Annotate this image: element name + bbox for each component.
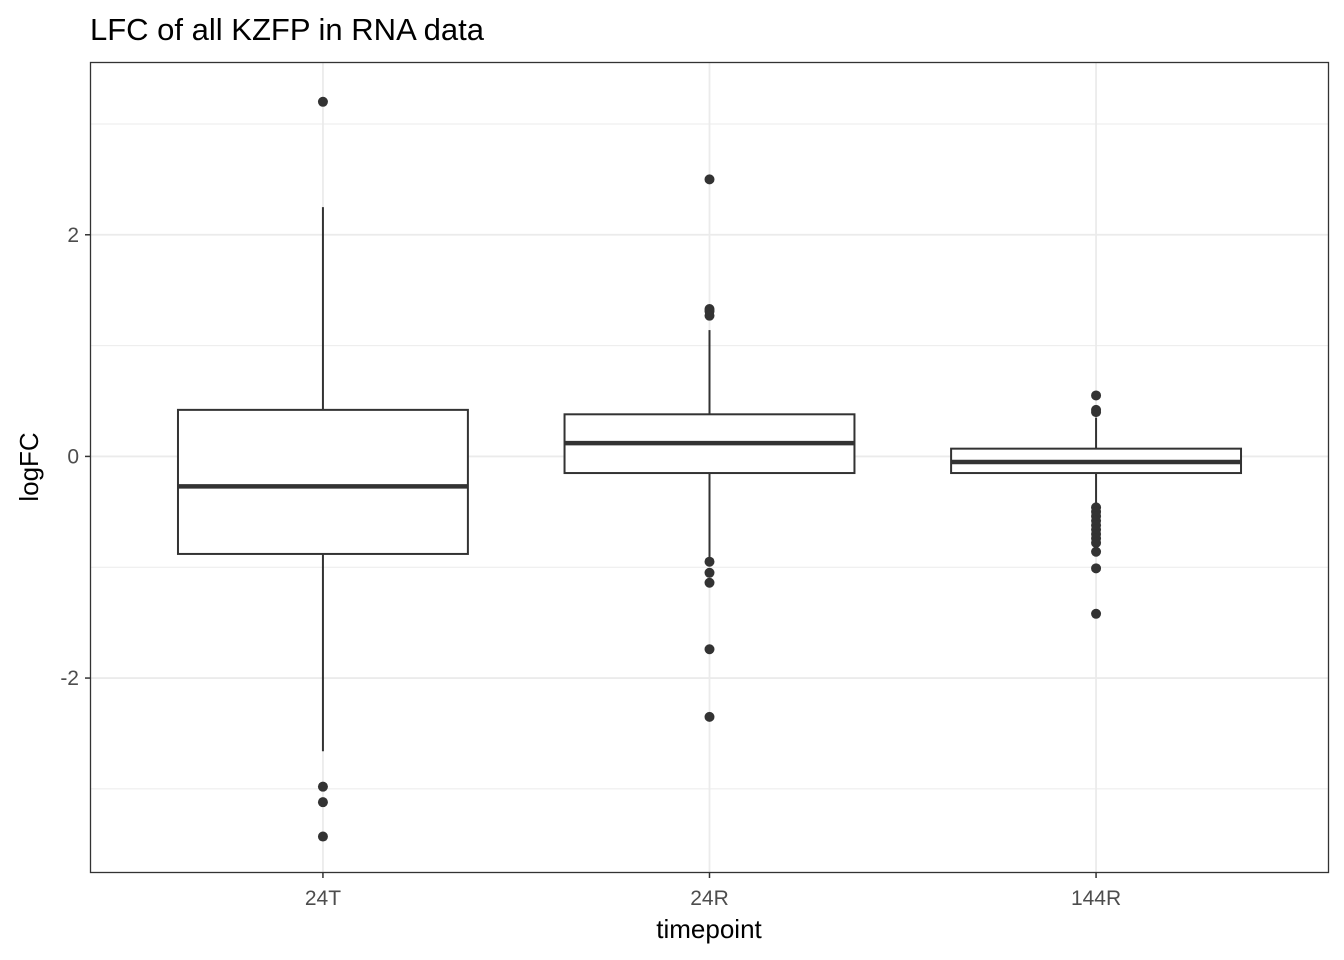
outlier-point: [704, 310, 715, 321]
box-layer: [176, 96, 1243, 842]
outlier-point: [704, 577, 715, 588]
outlier-point: [317, 781, 328, 792]
y-tick-label: -2: [60, 667, 79, 690]
x-tick-label: 24R: [690, 887, 729, 910]
x-tick-label: 24T: [305, 887, 341, 910]
box-group-24R: [563, 174, 856, 722]
x-tick-label: 144R: [1071, 887, 1121, 910]
box-group-24T: [176, 96, 469, 842]
outlier-point: [704, 567, 715, 578]
axes: -2 0 2 24T 24R 144R: [60, 224, 1121, 910]
outlier-point: [704, 174, 715, 185]
y-tick-label: 0: [67, 445, 79, 468]
outlier-point: [1091, 563, 1102, 574]
outlier-point: [1091, 537, 1102, 548]
outlier-point: [1091, 407, 1102, 418]
outlier-point: [317, 797, 328, 808]
outlier-point: [317, 96, 328, 107]
outlier-point: [317, 831, 328, 842]
outlier-point: [1091, 546, 1102, 557]
outlier-point: [704, 556, 715, 567]
box: [176, 408, 469, 555]
outlier-point: [1091, 390, 1102, 401]
chart-title: LFC of all KZFP in RNA data: [90, 12, 485, 47]
box-group-144R: [950, 390, 1243, 619]
x-axis-title: timepoint: [656, 914, 762, 944]
outlier-point: [704, 711, 715, 722]
y-tick-label: 2: [67, 224, 79, 247]
outlier-point: [1091, 608, 1102, 619]
outlier-point: [704, 644, 715, 655]
y-axis-title: logFC: [14, 432, 44, 501]
